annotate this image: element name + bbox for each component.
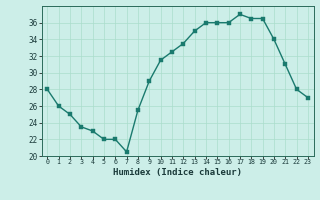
X-axis label: Humidex (Indice chaleur): Humidex (Indice chaleur) [113,168,242,177]
